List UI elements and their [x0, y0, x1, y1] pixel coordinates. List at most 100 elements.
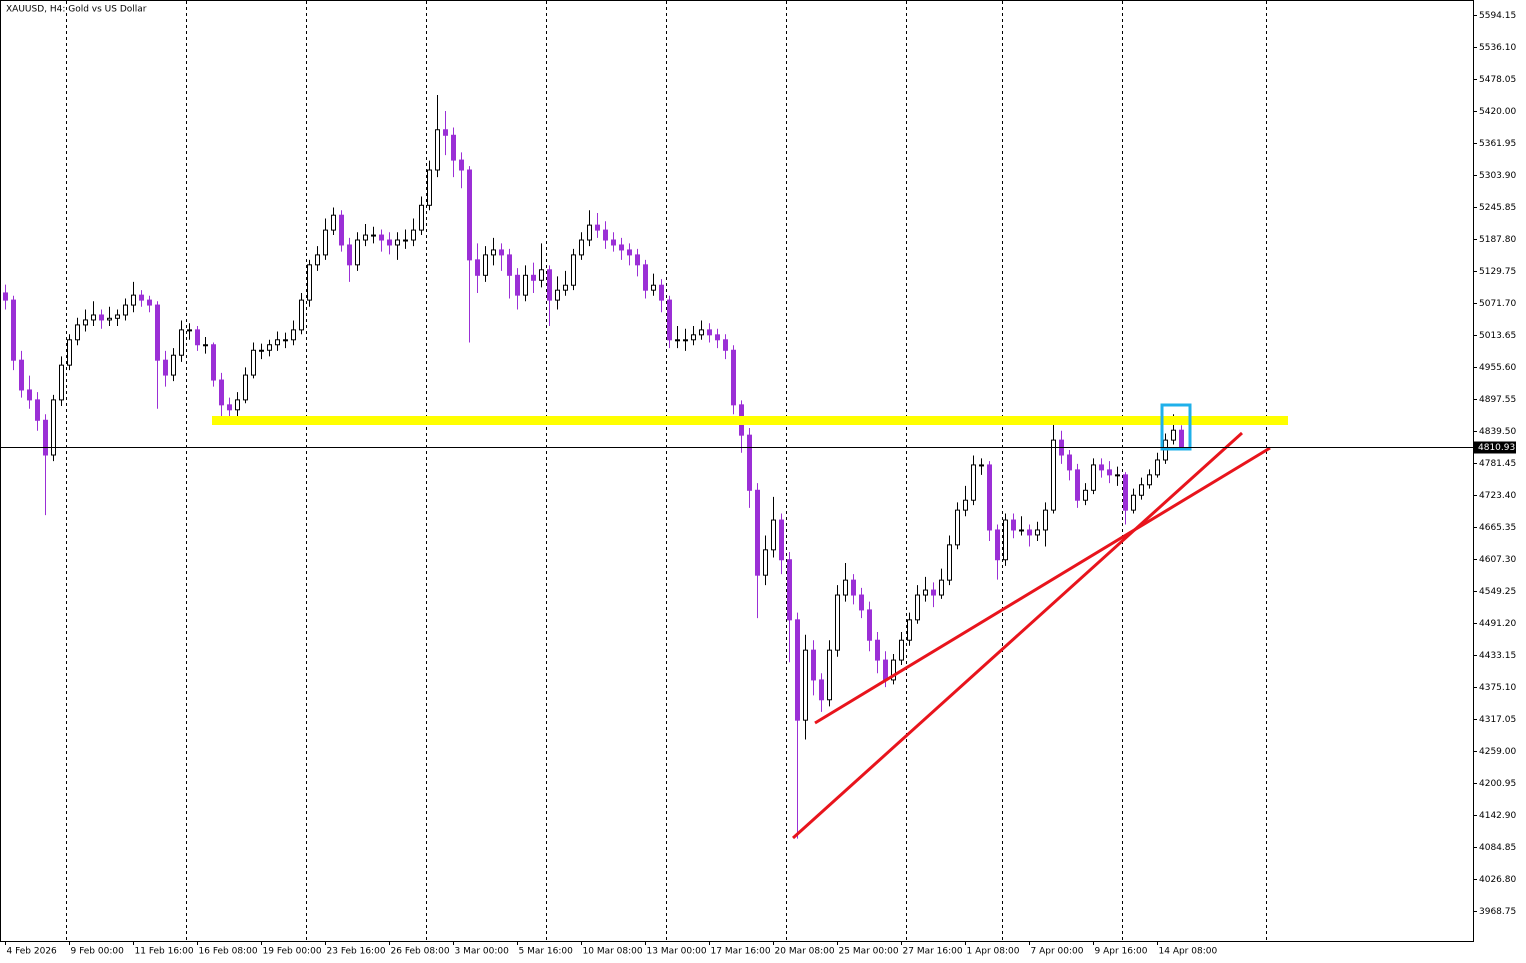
candle-body: [115, 314, 120, 319]
candle-body: [787, 559, 792, 621]
candle-body: [819, 679, 824, 701]
candle-body: [651, 284, 656, 291]
candle-body: [355, 239, 360, 266]
candle-body: [11, 299, 16, 361]
y-tick-label: 5013.65: [1479, 331, 1516, 341]
candle-body: [1067, 454, 1072, 471]
candle-body: [835, 594, 840, 651]
candle-body: [347, 244, 352, 266]
candle-body: [571, 254, 576, 286]
candle-body: [475, 259, 480, 276]
candle-body: [779, 519, 784, 561]
candle-body: [451, 134, 456, 161]
candle-body: [435, 129, 440, 171]
candle-body: [1179, 429, 1184, 448]
candle-body: [259, 349, 264, 352]
y-tick-label: 4026.80: [1479, 875, 1516, 885]
x-tick-label: 25 Mar 00:00: [839, 947, 899, 957]
candle-body: [1083, 489, 1088, 501]
candle-body: [19, 359, 24, 391]
candle-body: [595, 224, 600, 231]
plot-frame: [0, 0, 1474, 942]
candle-body: [251, 349, 256, 376]
candle-body: [747, 434, 752, 491]
candle-body: [179, 329, 184, 356]
candle-body: [907, 619, 912, 641]
period-separators: [66, 1, 1267, 941]
candle-body: [923, 589, 928, 596]
x-tick-label: 16 Feb 08:00: [199, 947, 258, 957]
y-tick-label: 4084.85: [1479, 843, 1516, 853]
x-tick-label: 9 Feb 00:00: [71, 947, 125, 957]
candle-body: [187, 329, 192, 332]
x-tick-label: 10 Mar 08:00: [583, 947, 643, 957]
candle-body: [515, 274, 520, 296]
candle-body: [275, 339, 280, 346]
candle-body: [1115, 474, 1120, 477]
candle-body: [755, 489, 760, 576]
candle-body: [387, 239, 392, 246]
candle-body: [715, 334, 720, 341]
candle-body: [587, 224, 592, 241]
candle-body: [427, 169, 432, 206]
candle-body: [35, 399, 40, 421]
highlight-box: [1160, 403, 1192, 451]
candle-body: [731, 349, 736, 406]
candle-body: [299, 299, 304, 331]
current-price-box: [1474, 441, 1516, 454]
candle-body: [83, 319, 88, 326]
candle-body: [403, 239, 408, 242]
x-tick-label: 9 Apr 16:00: [1095, 947, 1148, 957]
candle-body: [491, 249, 496, 256]
candle-body: [1027, 529, 1032, 536]
candle-body: [939, 579, 944, 596]
candle-body: [827, 649, 832, 701]
candle-body: [763, 549, 768, 576]
candle-body: [699, 329, 704, 336]
candle-body: [803, 649, 808, 721]
candle-body: [995, 529, 1000, 561]
x-tick-label: 1 Apr 08:00: [967, 947, 1020, 957]
candle-body: [1131, 494, 1136, 511]
candle-body: [971, 464, 976, 501]
candle-body: [1019, 529, 1024, 532]
candle-body: [371, 234, 376, 237]
candle-body: [459, 159, 464, 171]
candle-body: [51, 399, 56, 456]
y-tick-label: 5420.00: [1479, 107, 1516, 117]
trend-line: [814, 446, 1271, 725]
candle-body: [659, 284, 664, 301]
candle-body: [3, 292, 8, 301]
candle-body: [771, 519, 776, 551]
y-tick-label: 4607.30: [1479, 555, 1516, 565]
candle-body: [1171, 429, 1176, 441]
candle-body: [707, 329, 712, 336]
candle-body: [627, 249, 632, 256]
candle-body: [291, 329, 296, 341]
candle-body: [1075, 469, 1080, 501]
candle-body: [603, 229, 608, 241]
y-tick-label: 4142.90: [1479, 811, 1516, 821]
candle-body: [1051, 439, 1056, 511]
x-tick-label: 3 Mar 00:00: [455, 947, 510, 957]
candles: [3, 95, 1184, 839]
candle-body: [155, 304, 160, 361]
candle-body: [379, 234, 384, 241]
candle-body: [875, 639, 880, 661]
candle-body: [947, 544, 952, 581]
candle-body: [891, 659, 896, 681]
x-tick-label: 23 Feb 16:00: [327, 947, 386, 957]
x-tick-label: 14 Apr 08:00: [1159, 947, 1218, 957]
candle-body: [635, 254, 640, 266]
candle-body: [507, 254, 512, 276]
x-tick-label: 20 Mar 08:00: [775, 947, 835, 957]
x-tick-label: 17 Mar 16:00: [711, 947, 771, 957]
candle-body: [363, 234, 368, 241]
candle-body: [395, 239, 400, 246]
y-tick-label: 5594.15: [1479, 11, 1516, 21]
candle-body: [883, 659, 888, 681]
candle-body: [1123, 474, 1128, 511]
x-tick-label: 4 Feb 2026: [7, 947, 58, 957]
candle-body: [67, 339, 72, 366]
candle-body: [43, 419, 48, 456]
